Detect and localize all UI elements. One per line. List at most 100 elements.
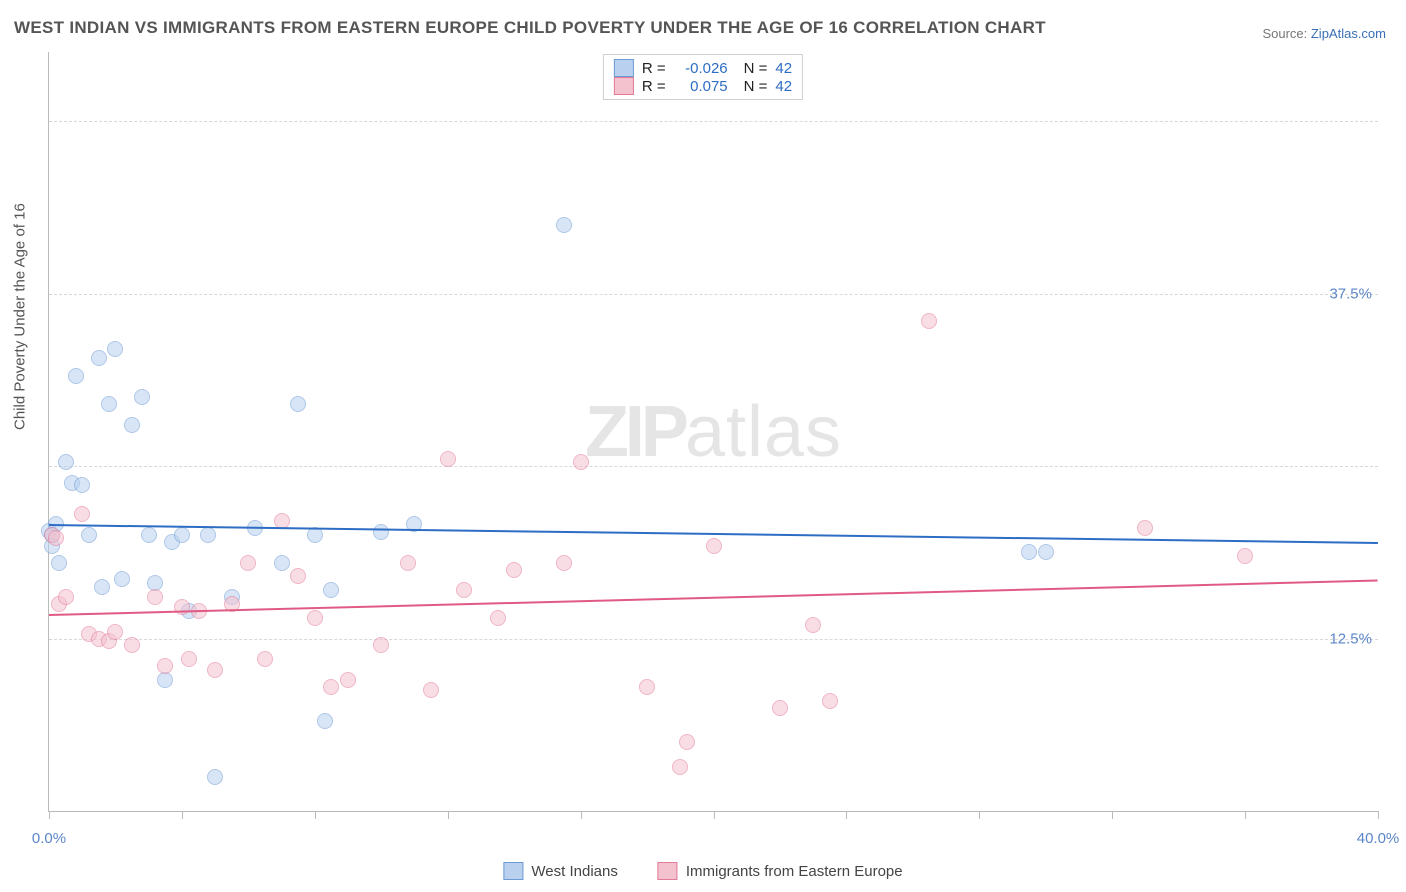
scatter-point bbox=[921, 313, 937, 329]
gridline bbox=[49, 121, 1378, 122]
n-value-1: 42 bbox=[775, 60, 792, 77]
scatter-point bbox=[317, 713, 333, 729]
legend-label-1: West Indians bbox=[531, 863, 617, 880]
chart-title: WEST INDIAN VS IMMIGRANTS FROM EASTERN E… bbox=[14, 18, 1046, 38]
scatter-point bbox=[400, 555, 416, 571]
scatter-point bbox=[1038, 544, 1054, 560]
watermark: ZIPatlas bbox=[585, 391, 842, 473]
scatter-point bbox=[68, 368, 84, 384]
scatter-point bbox=[1021, 544, 1037, 560]
scatter-point bbox=[74, 506, 90, 522]
scatter-point bbox=[490, 610, 506, 626]
scatter-point bbox=[423, 682, 439, 698]
trendline bbox=[49, 579, 1378, 615]
scatter-point bbox=[679, 734, 695, 750]
x-tick bbox=[1378, 811, 1379, 819]
legend-swatch bbox=[503, 862, 523, 880]
scatter-point bbox=[51, 555, 67, 571]
source-attribution: Source: ZipAtlas.com bbox=[1262, 26, 1386, 41]
scatter-point bbox=[58, 589, 74, 605]
scatter-point bbox=[101, 396, 117, 412]
watermark-atlas: atlas bbox=[685, 392, 842, 472]
x-tick-label: 40.0% bbox=[1357, 830, 1400, 847]
x-tick-label: 0.0% bbox=[32, 830, 66, 847]
scatter-point bbox=[805, 617, 821, 633]
scatter-point bbox=[506, 562, 522, 578]
scatter-point bbox=[200, 527, 216, 543]
scatter-point bbox=[157, 672, 173, 688]
scatter-point bbox=[81, 527, 97, 543]
x-tick bbox=[315, 811, 316, 819]
x-tick bbox=[846, 811, 847, 819]
scatter-point bbox=[772, 700, 788, 716]
scatter-point bbox=[74, 477, 90, 493]
legend-row-1: R = -0.026 N = 42 bbox=[614, 59, 792, 77]
scatter-point bbox=[141, 527, 157, 543]
legend-label-2: Immigrants from Eastern Europe bbox=[686, 863, 903, 880]
scatter-point bbox=[94, 579, 110, 595]
scatter-point bbox=[706, 538, 722, 554]
scatter-point bbox=[48, 530, 64, 546]
n-value-2: 42 bbox=[775, 78, 792, 95]
scatter-point bbox=[207, 662, 223, 678]
scatter-point bbox=[822, 693, 838, 709]
scatter-point bbox=[340, 672, 356, 688]
scatter-point bbox=[274, 555, 290, 571]
scatter-point bbox=[290, 568, 306, 584]
x-tick bbox=[714, 811, 715, 819]
source-link[interactable]: ZipAtlas.com bbox=[1311, 26, 1386, 41]
scatter-point bbox=[157, 658, 173, 674]
x-tick bbox=[979, 811, 980, 819]
r-value-1: -0.026 bbox=[674, 60, 728, 77]
scatter-point bbox=[440, 451, 456, 467]
x-tick bbox=[49, 811, 50, 819]
scatter-point bbox=[207, 769, 223, 785]
r-value-2: 0.075 bbox=[674, 78, 728, 95]
scatter-point bbox=[91, 350, 107, 366]
x-tick bbox=[448, 811, 449, 819]
x-tick bbox=[581, 811, 582, 819]
scatter-point bbox=[124, 637, 140, 653]
scatter-point bbox=[672, 759, 688, 775]
legend-correlation: R = -0.026 N = 42 R = 0.075 N = 42 bbox=[603, 54, 803, 100]
scatter-point bbox=[323, 582, 339, 598]
y-tick-label: 37.5% bbox=[1329, 285, 1372, 302]
gridline bbox=[49, 639, 1378, 640]
plot-area: ZIPatlas 12.5%37.5%0.0%40.0% bbox=[48, 52, 1378, 812]
chart-container: WEST INDIAN VS IMMIGRANTS FROM EASTERN E… bbox=[0, 0, 1406, 892]
scatter-point bbox=[373, 637, 389, 653]
scatter-point bbox=[307, 610, 323, 626]
scatter-point bbox=[134, 389, 150, 405]
scatter-point bbox=[323, 679, 339, 695]
scatter-point bbox=[1137, 520, 1153, 536]
legend-swatch-2 bbox=[614, 77, 634, 95]
legend-series: West Indians Immigrants from Eastern Eur… bbox=[503, 862, 902, 880]
scatter-point bbox=[257, 651, 273, 667]
scatter-point bbox=[1237, 548, 1253, 564]
scatter-point bbox=[373, 524, 389, 540]
scatter-point bbox=[174, 527, 190, 543]
scatter-point bbox=[124, 417, 140, 433]
y-axis-title: Child Poverty Under the Age of 16 bbox=[12, 203, 29, 430]
scatter-point bbox=[114, 571, 130, 587]
watermark-zip: ZIP bbox=[585, 392, 685, 472]
legend-item-1: West Indians bbox=[503, 862, 617, 880]
scatter-point bbox=[107, 341, 123, 357]
scatter-point bbox=[240, 555, 256, 571]
scatter-point bbox=[58, 454, 74, 470]
scatter-point bbox=[107, 624, 123, 640]
gridline bbox=[49, 294, 1378, 295]
legend-swatch bbox=[658, 862, 678, 880]
scatter-point bbox=[639, 679, 655, 695]
scatter-point bbox=[556, 217, 572, 233]
scatter-point bbox=[147, 589, 163, 605]
legend-swatch-1 bbox=[614, 59, 634, 77]
source-prefix: Source: bbox=[1262, 26, 1310, 41]
scatter-point bbox=[556, 555, 572, 571]
legend-row-2: R = 0.075 N = 42 bbox=[614, 77, 792, 95]
x-tick bbox=[182, 811, 183, 819]
x-tick bbox=[1112, 811, 1113, 819]
scatter-point bbox=[181, 651, 197, 667]
y-tick-label: 12.5% bbox=[1329, 630, 1372, 647]
legend-item-2: Immigrants from Eastern Europe bbox=[658, 862, 903, 880]
